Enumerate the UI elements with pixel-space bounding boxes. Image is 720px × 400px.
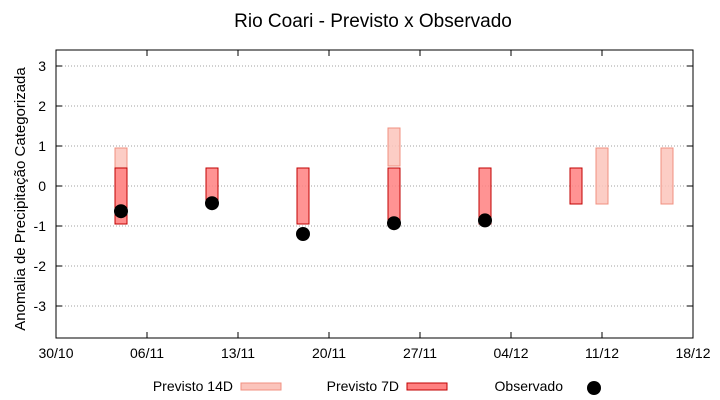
y-axis-label: Anomalia de Precipitação Categorizada [12,67,29,331]
chart-title: Rio Coari - Previsto x Observado [234,11,512,32]
x-tick-label: 30/10 [38,345,73,361]
legend-observado-swatch [587,381,601,395]
x-tick-label: 20/11 [312,345,346,361]
y-tick-label: 1 [38,138,46,154]
x-tick-label: 27/11 [403,345,437,361]
grid-layer [56,65,693,307]
forecast-7d-bar [296,167,310,225]
forecast-14d-bar [660,147,674,205]
x-tick-label: 11/12 [585,345,619,361]
legend-previsto-7d-label: Previsto 7D [327,378,399,394]
forecast-14d-bar [595,147,609,205]
y-tick-label: -1 [34,218,47,234]
plot-frame [55,49,694,339]
observed-point [205,196,219,211]
x-tick-label: 13/11 [221,345,255,361]
y-tick-label: -3 [34,298,47,314]
x-tick-label: 06/11 [130,345,164,361]
observed-point [296,227,310,241]
observed-point [387,216,401,231]
y-tick-label: 2 [38,98,46,114]
observed-point [114,204,128,219]
series-layer [114,127,674,241]
forecast-14d-bar [387,127,401,167]
tick-layer: -3 -2 -1 0 1 2 3 30/10 06/11 13/11 20/11 27/11 04/12… [34,50,711,361]
forecast-7d-bar [569,167,583,205]
observed-point [478,213,492,228]
legend: Previsto 14D Previsto 7D Observado [153,378,601,395]
legend-previsto-14d-swatch [240,382,282,391]
y-tick-label: 0 [38,178,46,194]
x-tick-label: 04/12 [493,345,528,361]
forecast-7d-bar [387,167,401,225]
legend-previsto-14d-label: Previsto 14D [153,378,233,394]
x-tick-label: 18/12 [675,345,710,361]
y-tick-label: -2 [34,258,47,274]
legend-previsto-7d-swatch [406,382,448,391]
y-tick-label: 3 [38,58,46,74]
legend-observado-label: Observado [495,378,564,394]
